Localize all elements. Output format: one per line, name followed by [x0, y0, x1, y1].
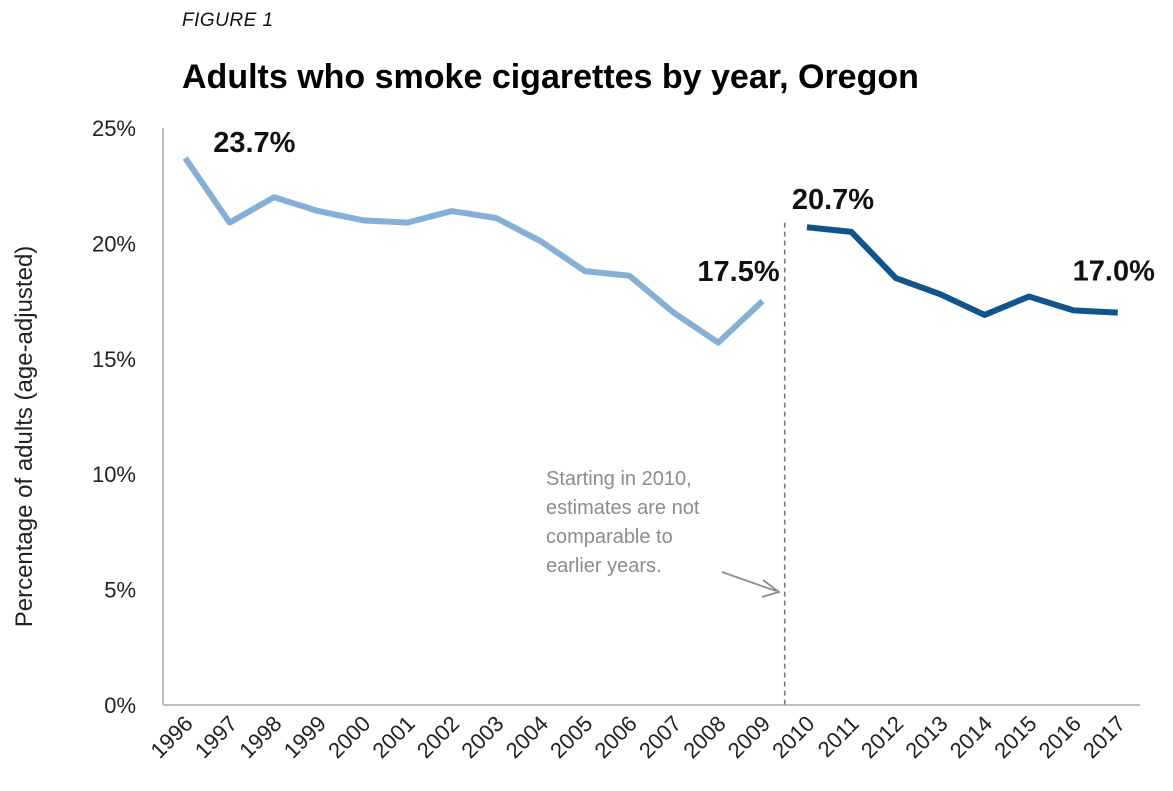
- x-tick-label: 2001: [367, 711, 419, 763]
- y-tick-label: 5%: [104, 578, 136, 603]
- x-tick-label: 2005: [545, 711, 597, 763]
- x-tick-label: 2017: [1078, 711, 1130, 763]
- y-tick-label: 15%: [92, 347, 136, 372]
- x-tick-label: 2011: [813, 711, 864, 762]
- x-tick-label: 2012: [856, 711, 908, 763]
- x-tick-label: 1999: [279, 711, 331, 763]
- x-tick-label: 2010: [767, 711, 819, 763]
- annotation-text: estimates are not: [546, 497, 700, 519]
- x-tick-label: 2007: [634, 711, 686, 763]
- x-tick-label: 2003: [456, 711, 508, 763]
- figure-label: FIGURE 1: [182, 10, 274, 31]
- y-axis-title: Percentage of adults (age-adjusted): [11, 246, 38, 628]
- data-label: 20.7%: [792, 184, 874, 216]
- x-tick-label: 1998: [234, 711, 286, 763]
- annotation-text: earlier years.: [546, 555, 662, 577]
- y-tick-label: 20%: [92, 231, 136, 256]
- x-tick-label: 2013: [900, 711, 952, 763]
- x-tick-label: 2008: [678, 711, 730, 763]
- data-label: 17.0%: [1073, 256, 1155, 288]
- annotation-arrow-head: [761, 579, 781, 598]
- x-tick-label: 2016: [1034, 711, 1086, 763]
- annotation-arrow-shaft: [721, 571, 777, 592]
- x-tick-label: 2014: [945, 711, 997, 763]
- x-tick-label: 2000: [323, 711, 375, 763]
- x-tick-label: 1997: [190, 711, 242, 763]
- x-tick-label: 2009: [723, 711, 775, 763]
- series-line-2: [806, 224, 1118, 318]
- data-label: 17.5%: [697, 256, 779, 288]
- chart-title: Adults who smoke cigarettes by year, Ore…: [182, 58, 919, 96]
- x-tick-label: 2004: [501, 711, 553, 763]
- data-label: 23.7%: [213, 127, 295, 159]
- y-tick-label: 0%: [104, 693, 136, 718]
- annotation-text: comparable to: [546, 526, 673, 548]
- x-tick-label: 2015: [989, 711, 1041, 763]
- y-tick-label: 25%: [92, 116, 136, 141]
- annotation-text: Starting in 2010,: [546, 468, 692, 490]
- x-tick-label: 2002: [412, 711, 464, 763]
- series-line-1: [182, 156, 765, 346]
- x-tick-label: 2006: [590, 711, 642, 763]
- y-tick-label: 10%: [92, 462, 136, 487]
- x-tick-label: 1996: [145, 711, 197, 763]
